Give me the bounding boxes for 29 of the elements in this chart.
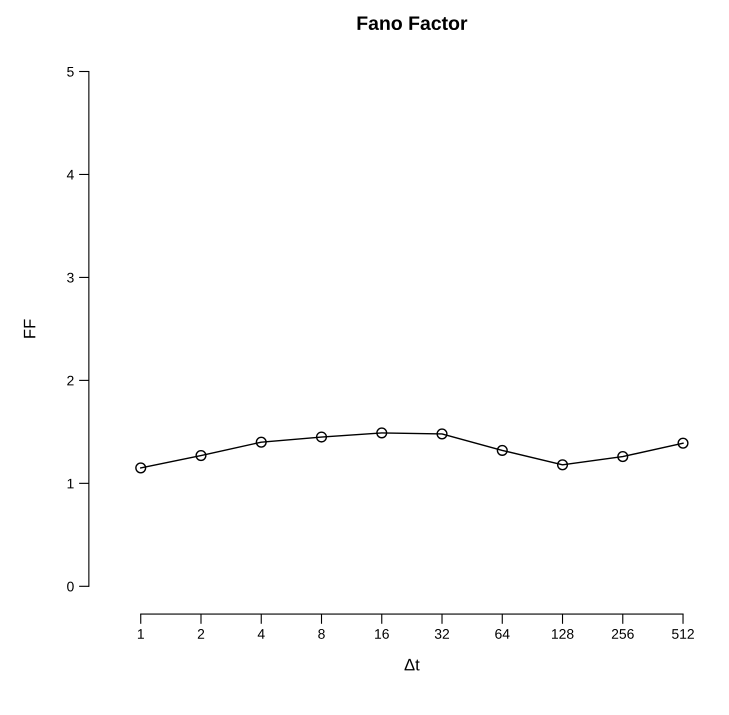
point: [376, 427, 388, 438]
x-tick-label: 256: [612, 629, 634, 639]
y-tick-label: 4: [66, 170, 74, 180]
x-tick-label: 4: [258, 629, 265, 639]
chart-title: Fano Factor: [358, 16, 468, 30]
point: [436, 428, 448, 440]
x-tick-label: 16: [375, 629, 389, 639]
x-tick-label: 8: [318, 629, 325, 639]
point: [496, 444, 508, 456]
y-axis-title: FF: [24, 319, 36, 338]
point: [316, 431, 328, 443]
x-tick-label: 64: [495, 629, 510, 639]
point: [677, 438, 689, 449]
point: [256, 436, 267, 448]
x-tick-label: 512: [672, 629, 694, 639]
point: [556, 459, 568, 470]
y-tick-label: 3: [67, 272, 74, 283]
point: [617, 451, 628, 462]
x-axis-title: Δt: [404, 658, 420, 670]
x-tick-label: 32: [434, 629, 450, 639]
y-tick-label: 2: [67, 376, 74, 386]
y-tick-label: 1: [68, 478, 74, 488]
point: [195, 450, 207, 462]
x-tick-label: 1: [138, 629, 144, 639]
x-tick-label: 128: [552, 629, 574, 639]
y-tick-label: 0: [67, 582, 74, 592]
x-tick-label: 2: [198, 629, 204, 639]
y-tick-label: 5: [67, 66, 74, 77]
point: [135, 462, 146, 474]
